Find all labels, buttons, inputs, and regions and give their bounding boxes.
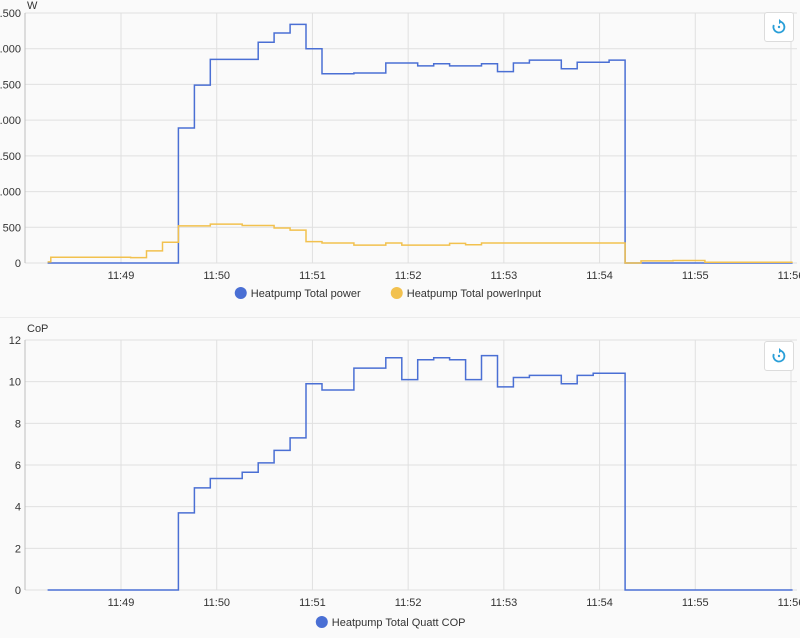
y-tick-label: 4 [15,502,21,514]
legend-label: Heatpump Total powerInput [407,288,541,300]
reset-zoom-button[interactable] [764,341,794,371]
y-axis-unit: W [27,0,38,12]
y-tick-label: 6 [15,460,21,472]
legend-label: Heatpump Total power [251,288,361,300]
reset-zoom-button[interactable] [764,12,794,42]
legend-marker [390,287,403,299]
series-line [47,23,793,264]
y-tick-label: 3.000 [0,44,21,56]
y-tick-label: 2.000 [0,115,21,127]
x-tick-label: 11:55 [682,270,709,282]
cop-chart: 0 2 4 6 8 10 12 11:49 11:50 11:51 11:52 11:53 11:54 1… [9,323,800,629]
legend-marker [234,287,247,299]
y-tick-label: 12 [9,335,21,347]
y-tick-label: 3.500 [0,8,21,20]
legend-item[interactable]: Heatpump Total power [234,287,361,300]
power-chart-panel: 0 500 1.000 1.500 2.000 2.500 3.000 3.500 11:49 1… [0,0,800,318]
cop-chart-panel: 0 2 4 6 8 10 12 11:49 11:50 11:51 11:52 11:53 11:54 1… [0,318,800,638]
legend: Heatpump Total Quatt COP [315,616,466,629]
x-tick-label: 11:53 [490,597,517,609]
x-tick-label: 11:51 [299,270,326,282]
x-tick-label: 11:49 [108,597,135,609]
x-tick-label: 11:56 [778,270,800,282]
y-tick-label: 500 [3,222,21,234]
y-tick-label: 0 [15,258,21,270]
x-tick-label: 11:51 [299,597,326,609]
y-tick-label: 2.500 [0,79,21,91]
x-tick-label: 11:54 [586,270,613,282]
y-tick-label: 10 [9,377,21,389]
y-tick-label: 8 [15,418,21,430]
x-tick-label: 11:50 [203,597,230,609]
x-tick-label: 11:50 [203,270,230,282]
x-tick-label: 11:55 [682,597,709,609]
x-tick-label: 11:54 [586,597,613,609]
power-chart: 0 500 1.000 1.500 2.000 2.500 3.000 3.500 11:49 1… [0,0,800,300]
y-tick-label: 1.500 [0,151,21,163]
refresh-icon [772,348,786,363]
x-tick-label: 11:49 [108,270,135,282]
legend-item[interactable]: Heatpump Total Quatt COP [315,616,466,629]
x-tick-label: 11:56 [778,597,800,609]
x-tick-label: 11:53 [490,270,517,282]
y-tick-label: 1.000 [0,187,21,199]
y-tick-label: 2 [15,543,21,555]
series-line [47,223,793,264]
refresh-icon [772,19,786,34]
legend-label: Heatpump Total Quatt COP [332,617,466,629]
legend: Heatpump Total power Heatpump Total power… [234,287,541,300]
series-line [47,354,793,591]
legend-marker [315,616,328,628]
y-tick-label: 0 [15,585,21,597]
y-axis-unit: CoP [27,323,48,335]
legend-item[interactable]: Heatpump Total powerInput [390,287,541,300]
x-tick-label: 11:52 [395,597,422,609]
x-tick-label: 11:52 [395,270,422,282]
